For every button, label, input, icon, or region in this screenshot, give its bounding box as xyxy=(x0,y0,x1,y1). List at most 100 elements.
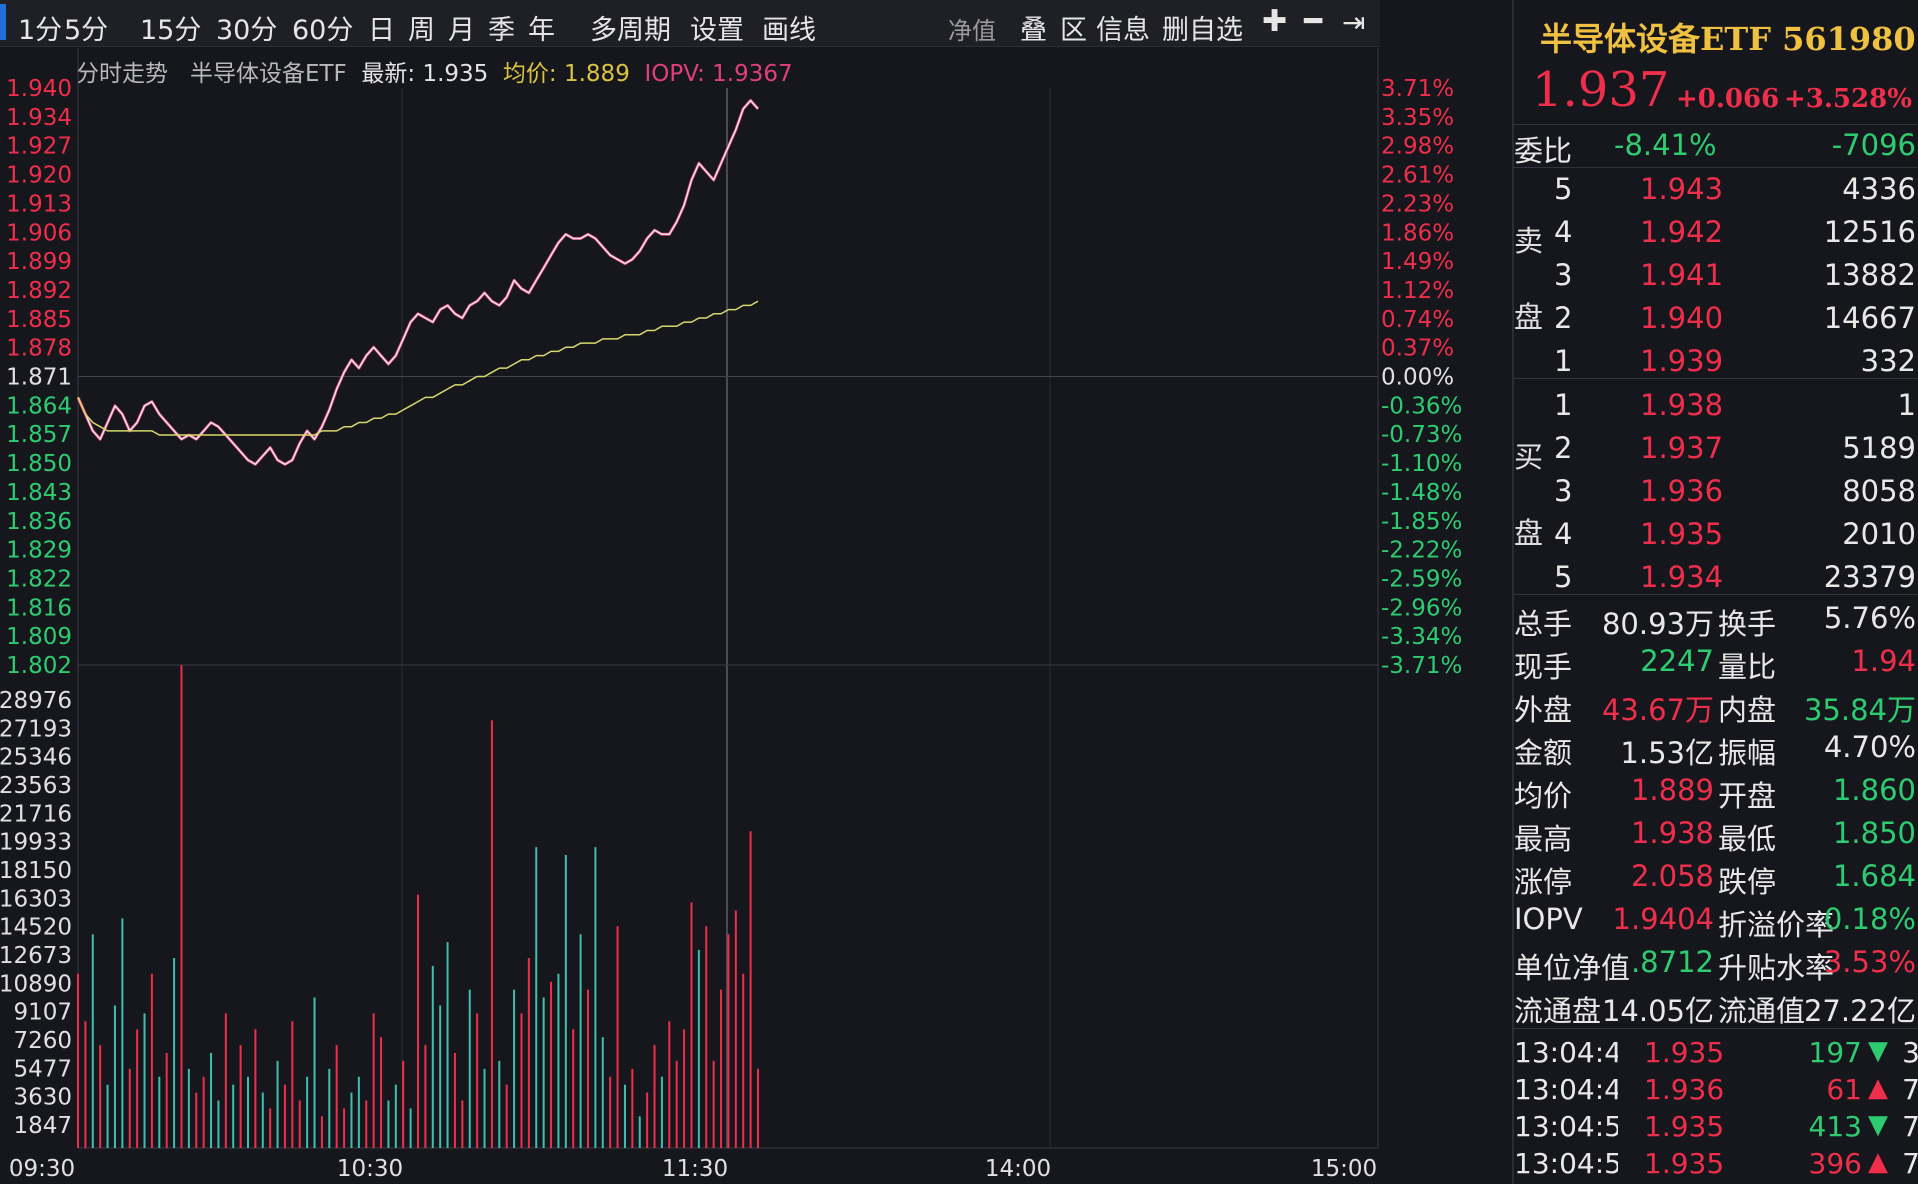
buy-level-row[interactable]: 3 1.936 8058 xyxy=(1514,470,1918,513)
chart-header: 分时走势 半导体设备ETF 最新: 1.935 均价: 1.889 IOPV: … xyxy=(76,54,793,88)
price-tick-label: 1.816 xyxy=(6,595,72,621)
level: 2 xyxy=(1554,431,1573,465)
period-button[interactable]: 月 xyxy=(448,15,475,46)
level-volume: 5189 xyxy=(1842,431,1916,465)
price-tick-label: 1.885 xyxy=(6,307,72,333)
level-price: 1.936 xyxy=(1640,474,1724,508)
intraday-chart[interactable]: 1.940 3.71% 1.934 3.35% 1.927 2.98% 1.920 2.61%… xyxy=(0,0,1510,1184)
tick-row[interactable]: 13:04:5: 1.935 413▼ 7 xyxy=(1514,1108,1918,1146)
tick-price: 1.935 xyxy=(1644,1036,1725,1069)
period-button[interactable]: 年 xyxy=(528,15,555,46)
period-button[interactable]: 30分 xyxy=(216,15,278,46)
level-price: 1.934 xyxy=(1640,560,1724,594)
period-button[interactable]: 5分 xyxy=(64,15,109,46)
tick-time: 13:04:5: xyxy=(1514,1110,1618,1143)
sell-level-row[interactable]: 1 1.939 332 xyxy=(1514,340,1918,383)
sell-level-row[interactable]: 2 1.940 14667 xyxy=(1514,297,1918,340)
pct-tick-label: -2.22% xyxy=(1381,538,1462,564)
stat-label: 外盘 xyxy=(1514,693,1573,727)
stat-row: 现手 2247 量比 1.94 xyxy=(1514,640,1918,684)
arrow-down-icon: ▼ xyxy=(1868,1110,1888,1140)
period-button[interactable]: 季 xyxy=(488,15,515,46)
period-button[interactable]: 周 xyxy=(408,15,435,46)
sell-level-row[interactable]: 4 1.942 12516 xyxy=(1514,211,1918,254)
period-button[interactable]: 15分 xyxy=(140,15,202,46)
pct-tick-label: 1.49% xyxy=(1381,249,1454,275)
stat-row: 金额 1.53亿 振幅 4.70% xyxy=(1514,726,1918,770)
level-price: 1.943 xyxy=(1640,172,1724,206)
price-tick-label: 1.864 xyxy=(6,393,72,419)
iopv-label: IOPV: xyxy=(644,61,705,87)
period-button[interactable]: 画线 xyxy=(762,15,816,46)
buy-level-row[interactable]: 4 1.935 2010 xyxy=(1514,513,1918,556)
tick-row[interactable]: 13:04:4(1.936 61▲ 7 xyxy=(1514,1071,1918,1109)
price-tick-label: 1.802 xyxy=(6,653,72,679)
tool-button[interactable]: 叠 xyxy=(1020,15,1047,46)
stat-value: 1.850 xyxy=(1832,816,1916,850)
tick-time: 13:04:4( xyxy=(1514,1073,1618,1106)
volume-tick-label: 25346 xyxy=(0,745,72,771)
pct-tick-label: 0.37% xyxy=(1381,336,1454,362)
tick-row[interactable]: 13:04:5: 1.935 396▲ 7 xyxy=(1514,1145,1918,1183)
stat-label: 单位净值 xyxy=(1514,951,1631,985)
stat-value: 1.94 xyxy=(1851,644,1916,678)
time-tick-label: 11:30 xyxy=(662,1156,728,1182)
period-button[interactable]: 1分 xyxy=(18,15,63,46)
tool-button[interactable]: 净值 xyxy=(948,17,996,45)
level: 4 xyxy=(1554,215,1573,249)
pct-tick-label: -2.59% xyxy=(1381,566,1462,592)
level-volume: 14667 xyxy=(1823,301,1916,335)
stat-row: IOPV 1.9404 折溢价率 0.18% xyxy=(1514,898,1918,942)
buy-label-2: 盘 xyxy=(1514,516,1544,550)
tick-extra: 7 xyxy=(1902,1073,1918,1106)
pct-tick-label: 3.71% xyxy=(1381,76,1454,102)
stat-value: .8712 xyxy=(1630,945,1714,979)
volume-tick-label: 9107 xyxy=(13,1000,72,1026)
level-volume: 332 xyxy=(1860,344,1916,378)
price-tick-label: 1.906 xyxy=(6,220,72,246)
buy-level-row[interactable]: 1 1.938 1 xyxy=(1514,384,1918,427)
tool-button[interactable]: 删自选 xyxy=(1162,15,1243,46)
period-button[interactable]: 60分 xyxy=(292,15,354,46)
level-volume: 2010 xyxy=(1842,517,1916,551)
volume-tick-label: 3630 xyxy=(13,1085,72,1111)
period-button[interactable]: 日 xyxy=(368,15,395,46)
pct-tick-label: -0.73% xyxy=(1381,422,1462,448)
time-tick-label: 15:00 xyxy=(1311,1156,1377,1182)
tick-extra: 7 xyxy=(1902,1110,1918,1143)
buy-level-row[interactable]: 2 1.937 5189 xyxy=(1514,427,1918,470)
plus-icon[interactable]: ✚ xyxy=(1262,4,1288,39)
level: 2 xyxy=(1554,301,1573,335)
iopv-value: 1.9367 xyxy=(712,61,793,87)
stat-row: 流通盘 14.05亿 流通值 27.22亿 xyxy=(1514,984,1918,1028)
pct-tick-label: 1.12% xyxy=(1381,278,1454,304)
stat-label: 均价 xyxy=(1514,779,1573,813)
stat-label: 升贴水率 xyxy=(1718,951,1835,985)
volume-tick-label: 14520 xyxy=(0,915,72,941)
tick-volume: 396 xyxy=(1808,1147,1862,1180)
level: 5 xyxy=(1554,172,1573,206)
buy-level-row[interactable]: 5 1.934 23379 xyxy=(1514,556,1918,599)
volume-tick-label: 12673 xyxy=(0,943,72,969)
tool-button[interactable]: 信息 xyxy=(1096,15,1150,46)
webi-label: 委比 xyxy=(1514,134,1573,168)
expand-right-icon[interactable]: ⇥ xyxy=(1342,6,1366,39)
price-tick-label: 1.822 xyxy=(6,566,72,592)
security-name: 半导体设备ETF xyxy=(189,61,347,87)
stat-label: 现手 xyxy=(1514,650,1573,684)
iopv-line xyxy=(76,99,760,466)
price-tick-label: 1.927 xyxy=(6,134,72,160)
sell-level-row[interactable]: 3 1.941 13882 xyxy=(1514,254,1918,297)
pct-tick-label: -0.36% xyxy=(1381,393,1462,419)
minus-icon[interactable]: ━ xyxy=(1304,4,1323,39)
pct-tick-label: -1.10% xyxy=(1381,451,1462,477)
tool-button[interactable]: 区 xyxy=(1060,15,1087,46)
tick-row[interactable]: 13:04:4(1.935 197▼ 3 xyxy=(1514,1034,1918,1072)
price-tick-label: 1.920 xyxy=(6,163,72,189)
period-button[interactable]: 多周期 xyxy=(590,15,671,46)
sell-level-row[interactable]: 5 1.943 4336 xyxy=(1514,168,1918,211)
period-button[interactable]: 设置 xyxy=(690,15,744,46)
level-volume: 12516 xyxy=(1823,215,1916,249)
quote-panel: 半导体设备ETF 561980 1.937 +0.066 +3.528% 委比 … xyxy=(1512,0,1918,1184)
volume-tick-label: 23563 xyxy=(0,773,72,799)
